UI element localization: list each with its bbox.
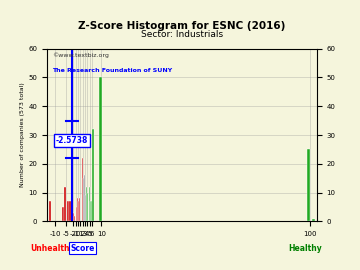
Bar (74, 216, 75, 221)
Bar (69, 201, 71, 221)
Bar (77, 198, 78, 221)
Bar (87, 193, 89, 221)
Bar (76, 207, 77, 221)
Y-axis label: Number of companies (573 total): Number of companies (573 total) (20, 83, 25, 187)
Text: Score: Score (71, 244, 95, 253)
Text: Healthy: Healthy (288, 244, 322, 253)
Bar (79, 198, 80, 221)
Bar (312, 218, 315, 221)
Bar (92, 129, 94, 221)
Text: Sector: Industrials: Sector: Industrials (141, 30, 223, 39)
Bar (90, 201, 91, 221)
Text: Unhealthy: Unhealthy (30, 244, 75, 253)
Bar (89, 187, 90, 221)
Text: ©www.textbiz.org: ©www.textbiz.org (52, 52, 109, 58)
Bar (67, 201, 69, 221)
Bar (49, 201, 51, 221)
Bar (85, 195, 86, 221)
Bar (78, 201, 79, 221)
Bar (83, 178, 84, 221)
Title: Z-Score Histogram for ESNC (2016): Z-Score Histogram for ESNC (2016) (78, 21, 285, 31)
Bar (91, 201, 92, 221)
Bar (64, 187, 66, 221)
Bar (307, 149, 310, 221)
Bar (62, 207, 64, 221)
Text: -2.5738: -2.5738 (56, 136, 88, 145)
Bar (82, 158, 83, 221)
Bar (86, 187, 87, 221)
Text: The Research Foundation of SUNY: The Research Foundation of SUNY (52, 68, 172, 73)
Bar (84, 175, 85, 221)
Bar (72, 218, 73, 221)
Bar (73, 213, 74, 221)
Bar (99, 77, 102, 221)
